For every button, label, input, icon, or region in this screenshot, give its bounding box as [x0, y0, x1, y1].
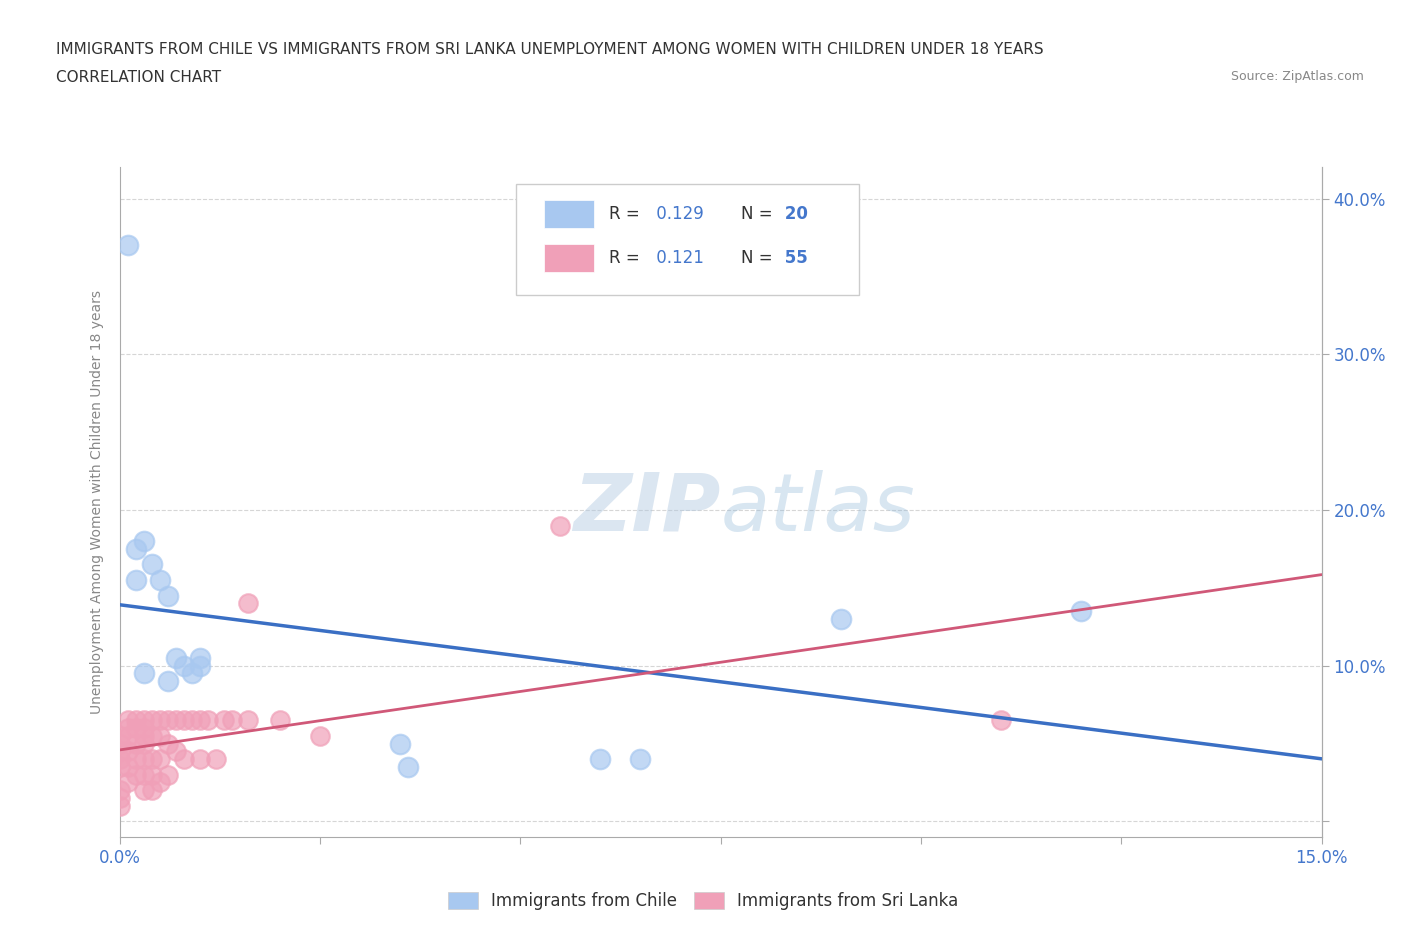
Text: 20: 20 [779, 206, 808, 223]
Text: 55: 55 [779, 249, 808, 267]
Text: Source: ZipAtlas.com: Source: ZipAtlas.com [1230, 70, 1364, 83]
FancyBboxPatch shape [544, 200, 595, 229]
Point [132, 728, 155, 743]
Point [149, 573, 172, 588]
Point [117, 775, 139, 790]
Point [204, 751, 226, 766]
Point [165, 744, 187, 759]
Text: CORRELATION CHART: CORRELATION CHART [56, 70, 221, 85]
Point [124, 767, 146, 782]
Point [108, 760, 131, 775]
Point [212, 712, 235, 727]
Point [141, 783, 163, 798]
Point [269, 712, 291, 727]
Y-axis label: Unemployment Among Women with Children Under 18 years: Unemployment Among Women with Children U… [90, 290, 104, 714]
Point [108, 783, 131, 798]
Text: 0.121: 0.121 [651, 249, 704, 267]
Point [108, 790, 131, 805]
Point [108, 744, 131, 759]
Text: R =: R = [609, 249, 640, 267]
Point [236, 712, 259, 727]
Point [180, 666, 202, 681]
Legend: Immigrants from Chile, Immigrants from Sri Lanka: Immigrants from Chile, Immigrants from S… [441, 885, 965, 917]
Point [124, 541, 146, 556]
Point [173, 658, 195, 673]
Point [221, 712, 243, 727]
Text: 0.129: 0.129 [651, 206, 703, 223]
Point [156, 712, 179, 727]
Point [117, 721, 139, 736]
Point [180, 712, 202, 727]
Point [550, 518, 572, 533]
Point [156, 674, 179, 689]
Point [141, 751, 163, 766]
Point [173, 712, 195, 727]
Point [197, 712, 219, 727]
Point [132, 534, 155, 549]
Point [117, 744, 139, 759]
Point [149, 775, 172, 790]
Text: atlas: atlas [720, 470, 915, 548]
Point [165, 650, 187, 665]
Point [132, 767, 155, 782]
Point [149, 728, 172, 743]
Point [156, 737, 179, 751]
FancyBboxPatch shape [516, 184, 859, 295]
Point [117, 728, 139, 743]
Point [141, 767, 163, 782]
Point [149, 712, 172, 727]
Point [830, 612, 852, 627]
Point [141, 712, 163, 727]
Point [132, 712, 155, 727]
Point [132, 721, 155, 736]
Point [173, 751, 195, 766]
Text: N =: N = [741, 206, 773, 223]
Point [132, 666, 155, 681]
Point [124, 712, 146, 727]
Point [108, 799, 131, 814]
Text: IMMIGRANTS FROM CHILE VS IMMIGRANTS FROM SRI LANKA UNEMPLOYMENT AMONG WOMEN WITH: IMMIGRANTS FROM CHILE VS IMMIGRANTS FROM… [56, 42, 1043, 57]
Point [388, 737, 412, 751]
Point [124, 573, 146, 588]
Point [108, 728, 131, 743]
Point [188, 751, 211, 766]
Point [165, 712, 187, 727]
Text: R =: R = [609, 206, 640, 223]
Point [141, 728, 163, 743]
Text: N =: N = [741, 249, 773, 267]
Point [188, 658, 211, 673]
Point [124, 721, 146, 736]
Point [124, 751, 146, 766]
Point [630, 751, 652, 766]
Point [188, 650, 211, 665]
Point [156, 767, 179, 782]
Point [117, 712, 139, 727]
Point [236, 596, 259, 611]
Text: ZIP: ZIP [574, 470, 720, 548]
Point [990, 712, 1012, 727]
Point [396, 760, 419, 775]
Point [108, 751, 131, 766]
Point [589, 751, 612, 766]
Point [188, 712, 211, 727]
Point [117, 760, 139, 775]
Point [309, 728, 332, 743]
Point [132, 751, 155, 766]
Point [108, 737, 131, 751]
Point [156, 588, 179, 603]
Point [1070, 604, 1092, 618]
FancyBboxPatch shape [544, 244, 595, 272]
Point [149, 751, 172, 766]
Point [117, 238, 139, 253]
Point [132, 783, 155, 798]
Point [141, 557, 163, 572]
Point [124, 737, 146, 751]
Point [132, 737, 155, 751]
